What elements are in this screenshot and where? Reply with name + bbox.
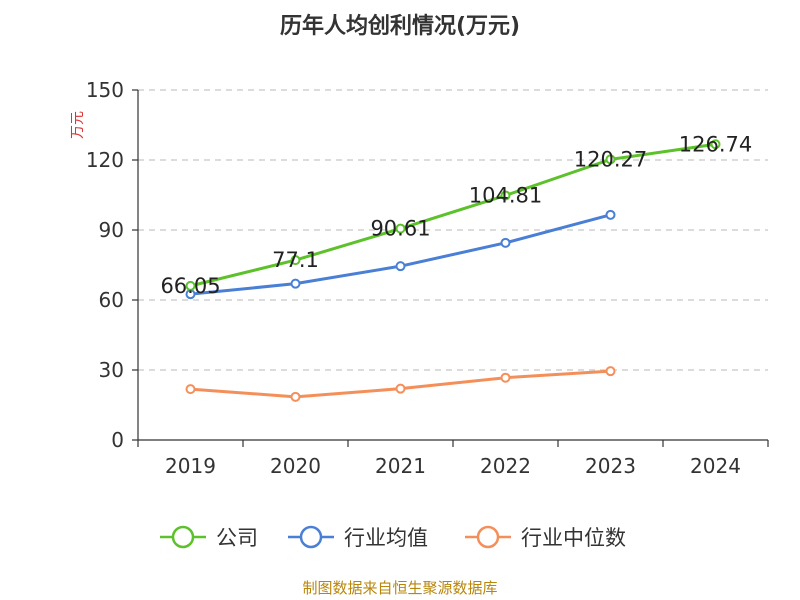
data-point[interactable]: [290, 255, 301, 266]
data-point[interactable]: [710, 139, 721, 150]
y-tick-label: 60: [99, 288, 124, 312]
data-point[interactable]: [605, 154, 616, 165]
data-label: 66.05: [160, 274, 220, 298]
chart-title: 历年人均创利情况(万元): [280, 13, 520, 39]
data-point[interactable]: [605, 366, 616, 377]
data-point[interactable]: [500, 190, 511, 201]
legend-item-2[interactable]: 行业中位数: [465, 525, 626, 550]
legend-marker: [171, 525, 195, 549]
series-group: [185, 139, 721, 402]
x-tick-label: 2024: [690, 454, 741, 478]
data-labels: 66.05 77.1 90.61 104.81 120.27 126.74: [160, 132, 752, 298]
x-ticks: 2019 2020 2021 2022 2023 2024: [137, 440, 769, 478]
y-tick-label: 120: [86, 148, 124, 172]
y-tick-label: 90: [99, 218, 124, 242]
legend-item-0[interactable]: 公司: [160, 525, 258, 550]
data-label: 120.27: [574, 147, 647, 171]
legend-marker: [299, 525, 323, 549]
data-point[interactable]: [290, 391, 301, 402]
legend-label: 行业中位数: [521, 526, 626, 550]
x-tick-label: 2020: [270, 454, 321, 478]
data-label: 77.1: [272, 248, 319, 272]
data-point[interactable]: [395, 383, 406, 394]
data-point[interactable]: [500, 372, 511, 383]
axes: [137, 90, 768, 441]
data-point[interactable]: [395, 223, 406, 234]
y-ticks: 0 30 60 90 120 150: [86, 78, 138, 452]
y-axis-label: 万元: [70, 111, 86, 139]
legend[interactable]: 公司 行业均值 行业中位数: [160, 525, 626, 550]
x-tick-label: 2019: [165, 454, 216, 478]
y-tick-label: 30: [99, 358, 124, 382]
data-point[interactable]: [395, 261, 406, 272]
data-point[interactable]: [185, 280, 196, 291]
data-point[interactable]: [185, 384, 196, 395]
source-note: 制图数据来自恒生聚源数据库: [302, 579, 497, 597]
x-tick-label: 2023: [585, 454, 636, 478]
data-point[interactable]: [605, 209, 616, 220]
legend-item-1[interactable]: 行业均值: [288, 525, 428, 550]
grid-lines: [138, 89, 768, 371]
legend-label: 行业均值: [344, 526, 428, 550]
y-tick-label: 0: [111, 428, 124, 452]
x-tick-label: 2021: [375, 454, 426, 478]
data-label: 126.74: [679, 132, 752, 156]
data-point[interactable]: [290, 278, 301, 289]
data-point[interactable]: [500, 237, 511, 248]
x-tick-label: 2022: [480, 454, 531, 478]
legend-label: 公司: [216, 526, 258, 550]
legend-marker: [476, 525, 500, 549]
data-label: 90.61: [370, 217, 430, 241]
series-line-0: [189, 142, 717, 288]
y-tick-label: 150: [86, 78, 124, 102]
data-label: 104.81: [469, 183, 542, 207]
